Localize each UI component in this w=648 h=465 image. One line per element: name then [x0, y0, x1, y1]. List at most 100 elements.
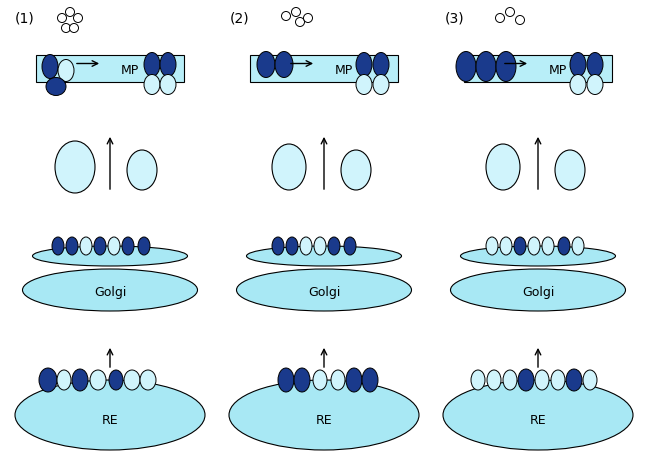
Text: RE: RE	[316, 413, 332, 426]
Ellipse shape	[42, 54, 58, 79]
Ellipse shape	[331, 370, 345, 390]
Ellipse shape	[313, 370, 327, 390]
Ellipse shape	[542, 237, 554, 255]
Ellipse shape	[80, 237, 92, 255]
Ellipse shape	[328, 237, 340, 255]
Ellipse shape	[314, 237, 326, 255]
Ellipse shape	[294, 368, 310, 392]
Ellipse shape	[272, 144, 306, 190]
Ellipse shape	[373, 74, 389, 94]
Ellipse shape	[450, 269, 625, 311]
Text: Golgi: Golgi	[522, 286, 554, 299]
Ellipse shape	[535, 370, 549, 390]
Ellipse shape	[52, 237, 64, 255]
Text: MP: MP	[121, 64, 139, 77]
Ellipse shape	[55, 141, 95, 193]
Ellipse shape	[487, 370, 501, 390]
Ellipse shape	[57, 370, 71, 390]
Ellipse shape	[300, 237, 312, 255]
Text: (2): (2)	[230, 12, 249, 26]
Ellipse shape	[15, 380, 205, 450]
Circle shape	[496, 13, 505, 22]
Circle shape	[58, 13, 67, 22]
Circle shape	[65, 7, 75, 16]
Text: (3): (3)	[445, 12, 465, 26]
Ellipse shape	[275, 52, 293, 78]
Ellipse shape	[144, 53, 160, 77]
Ellipse shape	[23, 269, 198, 311]
Ellipse shape	[583, 370, 597, 390]
Ellipse shape	[551, 370, 565, 390]
Ellipse shape	[278, 368, 294, 392]
Ellipse shape	[39, 368, 57, 392]
Ellipse shape	[558, 237, 570, 255]
Text: (1): (1)	[15, 12, 35, 26]
Ellipse shape	[341, 150, 371, 190]
Ellipse shape	[160, 74, 176, 94]
Bar	[36, 55, 184, 82]
Text: Golgi: Golgi	[94, 286, 126, 299]
Ellipse shape	[127, 150, 157, 190]
Ellipse shape	[356, 74, 372, 94]
Ellipse shape	[90, 370, 106, 390]
Ellipse shape	[108, 237, 120, 255]
Ellipse shape	[109, 370, 123, 390]
Ellipse shape	[122, 237, 134, 255]
Ellipse shape	[572, 237, 584, 255]
Ellipse shape	[587, 74, 603, 94]
Ellipse shape	[46, 78, 66, 95]
Text: RE: RE	[529, 413, 546, 426]
Circle shape	[505, 7, 515, 16]
Circle shape	[292, 7, 301, 16]
Ellipse shape	[66, 237, 78, 255]
Ellipse shape	[140, 370, 156, 390]
Ellipse shape	[496, 52, 516, 81]
Ellipse shape	[94, 237, 106, 255]
Ellipse shape	[518, 369, 534, 391]
Ellipse shape	[229, 380, 419, 450]
Circle shape	[295, 18, 305, 27]
Ellipse shape	[362, 368, 378, 392]
Ellipse shape	[257, 52, 275, 78]
Ellipse shape	[237, 269, 411, 311]
Ellipse shape	[471, 370, 485, 390]
Ellipse shape	[503, 370, 517, 390]
Ellipse shape	[566, 369, 582, 391]
Ellipse shape	[344, 237, 356, 255]
Circle shape	[516, 15, 524, 25]
Circle shape	[281, 12, 290, 20]
Text: RE: RE	[102, 413, 119, 426]
Bar	[250, 55, 398, 82]
Ellipse shape	[500, 237, 512, 255]
Circle shape	[303, 13, 312, 22]
Ellipse shape	[486, 144, 520, 190]
Ellipse shape	[124, 370, 140, 390]
Circle shape	[69, 24, 78, 33]
Circle shape	[73, 13, 82, 22]
Ellipse shape	[476, 52, 496, 81]
Ellipse shape	[138, 237, 150, 255]
Ellipse shape	[514, 237, 526, 255]
Ellipse shape	[528, 237, 540, 255]
Ellipse shape	[144, 74, 160, 94]
Ellipse shape	[272, 237, 284, 255]
Ellipse shape	[555, 150, 585, 190]
Ellipse shape	[461, 246, 616, 266]
Ellipse shape	[373, 53, 389, 77]
Ellipse shape	[570, 53, 586, 77]
Ellipse shape	[443, 380, 633, 450]
Bar	[464, 55, 612, 82]
Ellipse shape	[356, 53, 372, 77]
Ellipse shape	[32, 246, 187, 266]
Ellipse shape	[286, 237, 298, 255]
Ellipse shape	[58, 60, 74, 81]
Ellipse shape	[570, 74, 586, 94]
Text: Golgi: Golgi	[308, 286, 340, 299]
Ellipse shape	[587, 53, 603, 77]
Text: MP: MP	[549, 64, 567, 77]
Ellipse shape	[486, 237, 498, 255]
Ellipse shape	[246, 246, 402, 266]
Ellipse shape	[456, 52, 476, 81]
Ellipse shape	[160, 53, 176, 77]
Ellipse shape	[346, 368, 362, 392]
